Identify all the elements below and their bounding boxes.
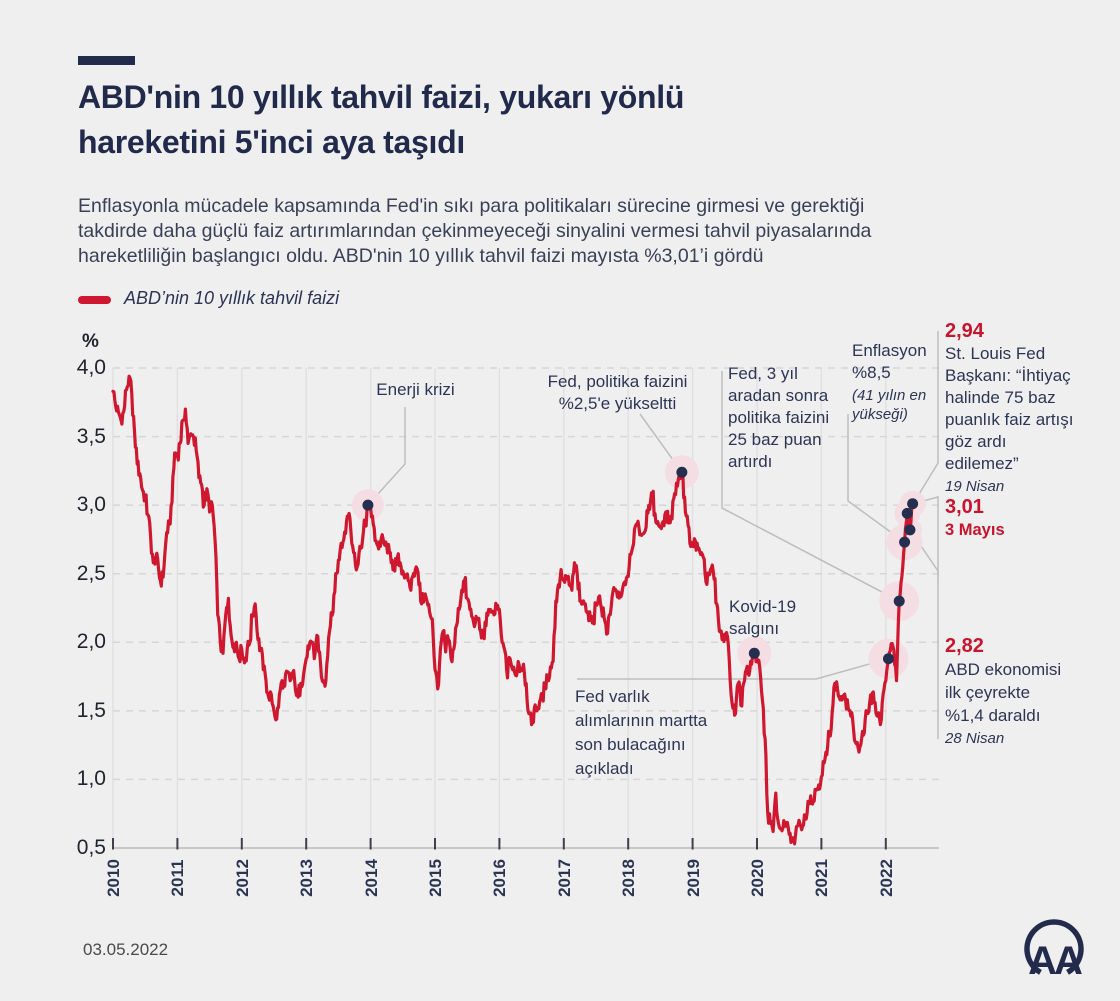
annotation-enflasyon: Enflasyon %8,5 (41 yılın en yükseği) (852, 340, 944, 424)
y-tick-label: 3,0 (76, 493, 106, 517)
y-axis-unit-label: % (82, 331, 99, 352)
x-tick-label: 2019 (683, 859, 703, 897)
annotation-text: ABD ekonomisi ilk çeyrekte %1,4 daraldı (945, 660, 1062, 725)
x-tick-label: 2015 (426, 859, 445, 897)
publication-date: 03.05.2022 (83, 940, 169, 959)
annotation-text: St. Louis Fed Başkanı: “İhtiyaç halinde … (945, 344, 1074, 473)
event-dot-fed3yil (893, 595, 905, 607)
leader-line-fedvarlik (577, 657, 889, 680)
leader-line-enflasyon (847, 414, 906, 543)
page-title-line-1: ABD'nin 10 yıllık tahvil faizi, yukarı y… (78, 79, 685, 115)
annotation-fed-varlik-alimlari: Fed varlık alımlarının martta son bulaca… (575, 685, 723, 781)
x-tick-label: 2017 (554, 859, 574, 897)
event-dot-fedvarlik (882, 653, 894, 665)
subtitle-line-1: Enflasyonla mücadele kapsamında Fed'in s… (78, 195, 865, 217)
annotation-text: Fed, politika faizini %2,5'e yükseltti (547, 372, 688, 413)
y-tick-label: 2,5 (76, 561, 106, 585)
x-tick-label: 2020 (748, 859, 767, 897)
annotation-text: Kovid-19 salgını (729, 597, 797, 638)
annotation-fed-25-baz-puan: Fed, 3 yıl aradan sonra politika faizini… (728, 363, 840, 473)
annotation-date: 19 Nisan (945, 478, 1005, 495)
event-dot-fed25 (676, 466, 688, 478)
event-dot-n282 (904, 524, 916, 536)
event-dot-enerji (362, 499, 374, 511)
annotation-text: Enerji krizi (376, 380, 455, 399)
y-tick-label: 4,0 (76, 356, 106, 379)
event-dot-n301 (907, 498, 919, 510)
annotation-value: 2,82 (945, 635, 984, 657)
legend-label: ABD’nin 10 yıllık tahvil faizi (124, 288, 340, 308)
y-tick-label: 3,5 (76, 424, 106, 448)
leader-line-fed3yil (721, 371, 900, 602)
x-tick-label: 2011 (168, 859, 188, 897)
annotation-enerji-krizi: Enerji krizi (343, 379, 488, 401)
event-dot-kovid (748, 647, 760, 659)
title-accent-bar (78, 56, 135, 65)
annotation-282-abd-ekonomisi: 2,82 ABD ekonomisi ilk çeyrekte %1,4 dar… (945, 634, 1065, 748)
x-tick-label: 2022 (876, 859, 896, 897)
annotation-subtext: (41 yılın en yükseği) (852, 387, 927, 423)
page-title-line-2: hareketini 5'inci aya taşıdı (78, 124, 465, 160)
annotation-301-3-mayis: 3,01 3 Mayıs (945, 495, 1065, 541)
annotation-value: 2,94 (945, 320, 984, 342)
x-tick-label: 2016 (490, 859, 510, 897)
logo-letters: AA (1028, 939, 1082, 983)
annotation-fed-politika-faizi: Fed, politika faizini %2,5'e yükseltti (540, 371, 695, 415)
logo-arc (1024, 919, 1084, 975)
leader-line-n282 (909, 529, 939, 739)
yield-line (111, 374, 915, 846)
leader-line-enerji (367, 407, 406, 506)
annotation-text: Fed varlık alımlarının martta son bulaca… (575, 687, 708, 778)
x-tick-label: 2010 (104, 859, 123, 897)
annotation-date: 28 Nisan (945, 730, 1005, 747)
legend-line-swatch (78, 296, 111, 304)
y-tick-label: 0,5 (76, 836, 106, 859)
annotation-value: 3,01 (945, 496, 984, 518)
x-tick-label: 2014 (361, 859, 381, 897)
annotation-text: Fed, 3 yıl aradan sonra politika faizini… (728, 364, 830, 471)
x-tick-label: 2013 (297, 859, 317, 897)
annotation-kovid19: Kovid-19 salgını (729, 596, 821, 640)
y-tick-label: 1,0 (76, 767, 106, 791)
annotation-text: Enflasyon %8,5 (852, 341, 927, 382)
subtitle-line-2: takdirde daha güçlü faiz artırımlarından… (78, 220, 872, 242)
annotation-294-st-louis-fed: 2,94 St. Louis Fed Başkanı: “İhtiyaç hal… (945, 319, 1081, 496)
x-tick-label: 2021 (812, 859, 832, 897)
annotation-date: 3 Mayıs (945, 521, 1005, 539)
y-tick-label: 1,5 (76, 698, 106, 722)
subtitle-line-3: hareketliliğin başlangıcı oldu. ABD'nin … (78, 245, 764, 267)
event-dot-n294 (901, 507, 913, 519)
x-tick-label: 2012 (232, 859, 252, 897)
event-dot-enflasyon (899, 536, 911, 548)
x-tick-label: 2018 (619, 859, 639, 897)
y-tick-label: 2,0 (76, 630, 106, 654)
anadolu-agency-logo: AA (1024, 919, 1085, 983)
